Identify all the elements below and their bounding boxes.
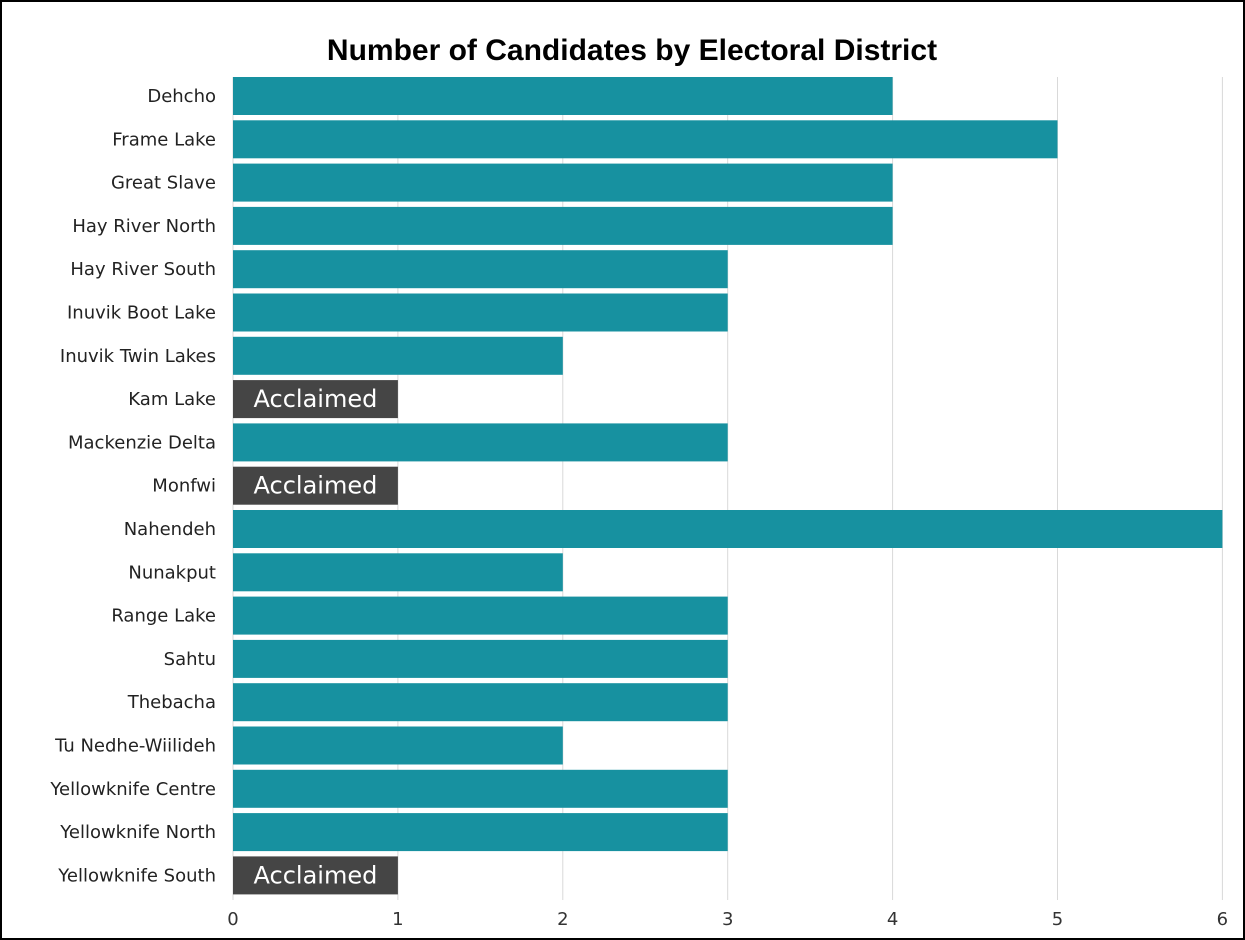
category-label: Hay River North [72, 216, 216, 237]
category-label: Dehcho [147, 86, 216, 107]
bar [233, 510, 1223, 548]
bar [233, 683, 728, 722]
bar [233, 163, 893, 202]
x-tick-labels: 0 1 2 3 4 5 6 [227, 909, 1228, 930]
bar [233, 336, 563, 375]
category-label: Nahendeh [124, 519, 216, 540]
bar [233, 206, 893, 245]
category-label: Frame Lake [112, 129, 216, 150]
category-label: Mackenzie Delta [68, 432, 216, 453]
bar [233, 639, 728, 678]
category-label: Tu Nedhe-Wiilideh [54, 736, 216, 757]
bar [233, 553, 563, 592]
bars: Acclaimed Acclaimed Acclaimed [233, 77, 1223, 895]
bar [233, 423, 728, 462]
category-label: Great Slave [111, 173, 216, 194]
bar [233, 250, 728, 289]
chart-title: Number of Candidates by Electoral Distri… [327, 34, 937, 67]
category-label: Sahtu [164, 649, 216, 670]
category-label: Inuvik Boot Lake [67, 303, 216, 324]
bar [233, 77, 893, 115]
bar [233, 769, 728, 808]
category-label: Thebacha [127, 692, 216, 713]
bar-label-acclaimed: Acclaimed [254, 385, 378, 413]
bar-label-acclaimed: Acclaimed [254, 861, 378, 889]
category-labels: Dehcho Frame Lake Great Slave Hay River Nor… [49, 86, 216, 886]
x-tick-label: 0 [227, 909, 238, 930]
x-tick-label: 4 [887, 909, 898, 930]
category-label: Yellowknife South [57, 865, 216, 886]
bar-label-acclaimed: Acclaimed [254, 472, 378, 500]
bar [233, 466, 398, 505]
category-label: Yellowknife North [59, 822, 216, 843]
bar [233, 596, 728, 635]
x-tick-label: 1 [392, 909, 403, 930]
x-tick-label: 3 [722, 909, 733, 930]
bar [233, 293, 728, 332]
x-tick-label: 6 [1217, 909, 1228, 930]
category-label: Yellowknife Centre [49, 779, 216, 800]
bar [233, 726, 563, 765]
category-label: Nunakput [128, 562, 216, 583]
category-label: Range Lake [111, 606, 216, 627]
bar [233, 856, 398, 895]
x-tick-label: 2 [557, 909, 568, 930]
bar [233, 380, 398, 419]
x-tick-label: 5 [1052, 909, 1063, 930]
bar [233, 120, 1058, 159]
category-label: Inuvik Twin Lakes [60, 346, 216, 367]
category-label: Hay River South [70, 259, 216, 280]
bar [233, 813, 728, 852]
category-label: Monfwi [152, 476, 216, 497]
category-label: Kam Lake [128, 389, 216, 410]
